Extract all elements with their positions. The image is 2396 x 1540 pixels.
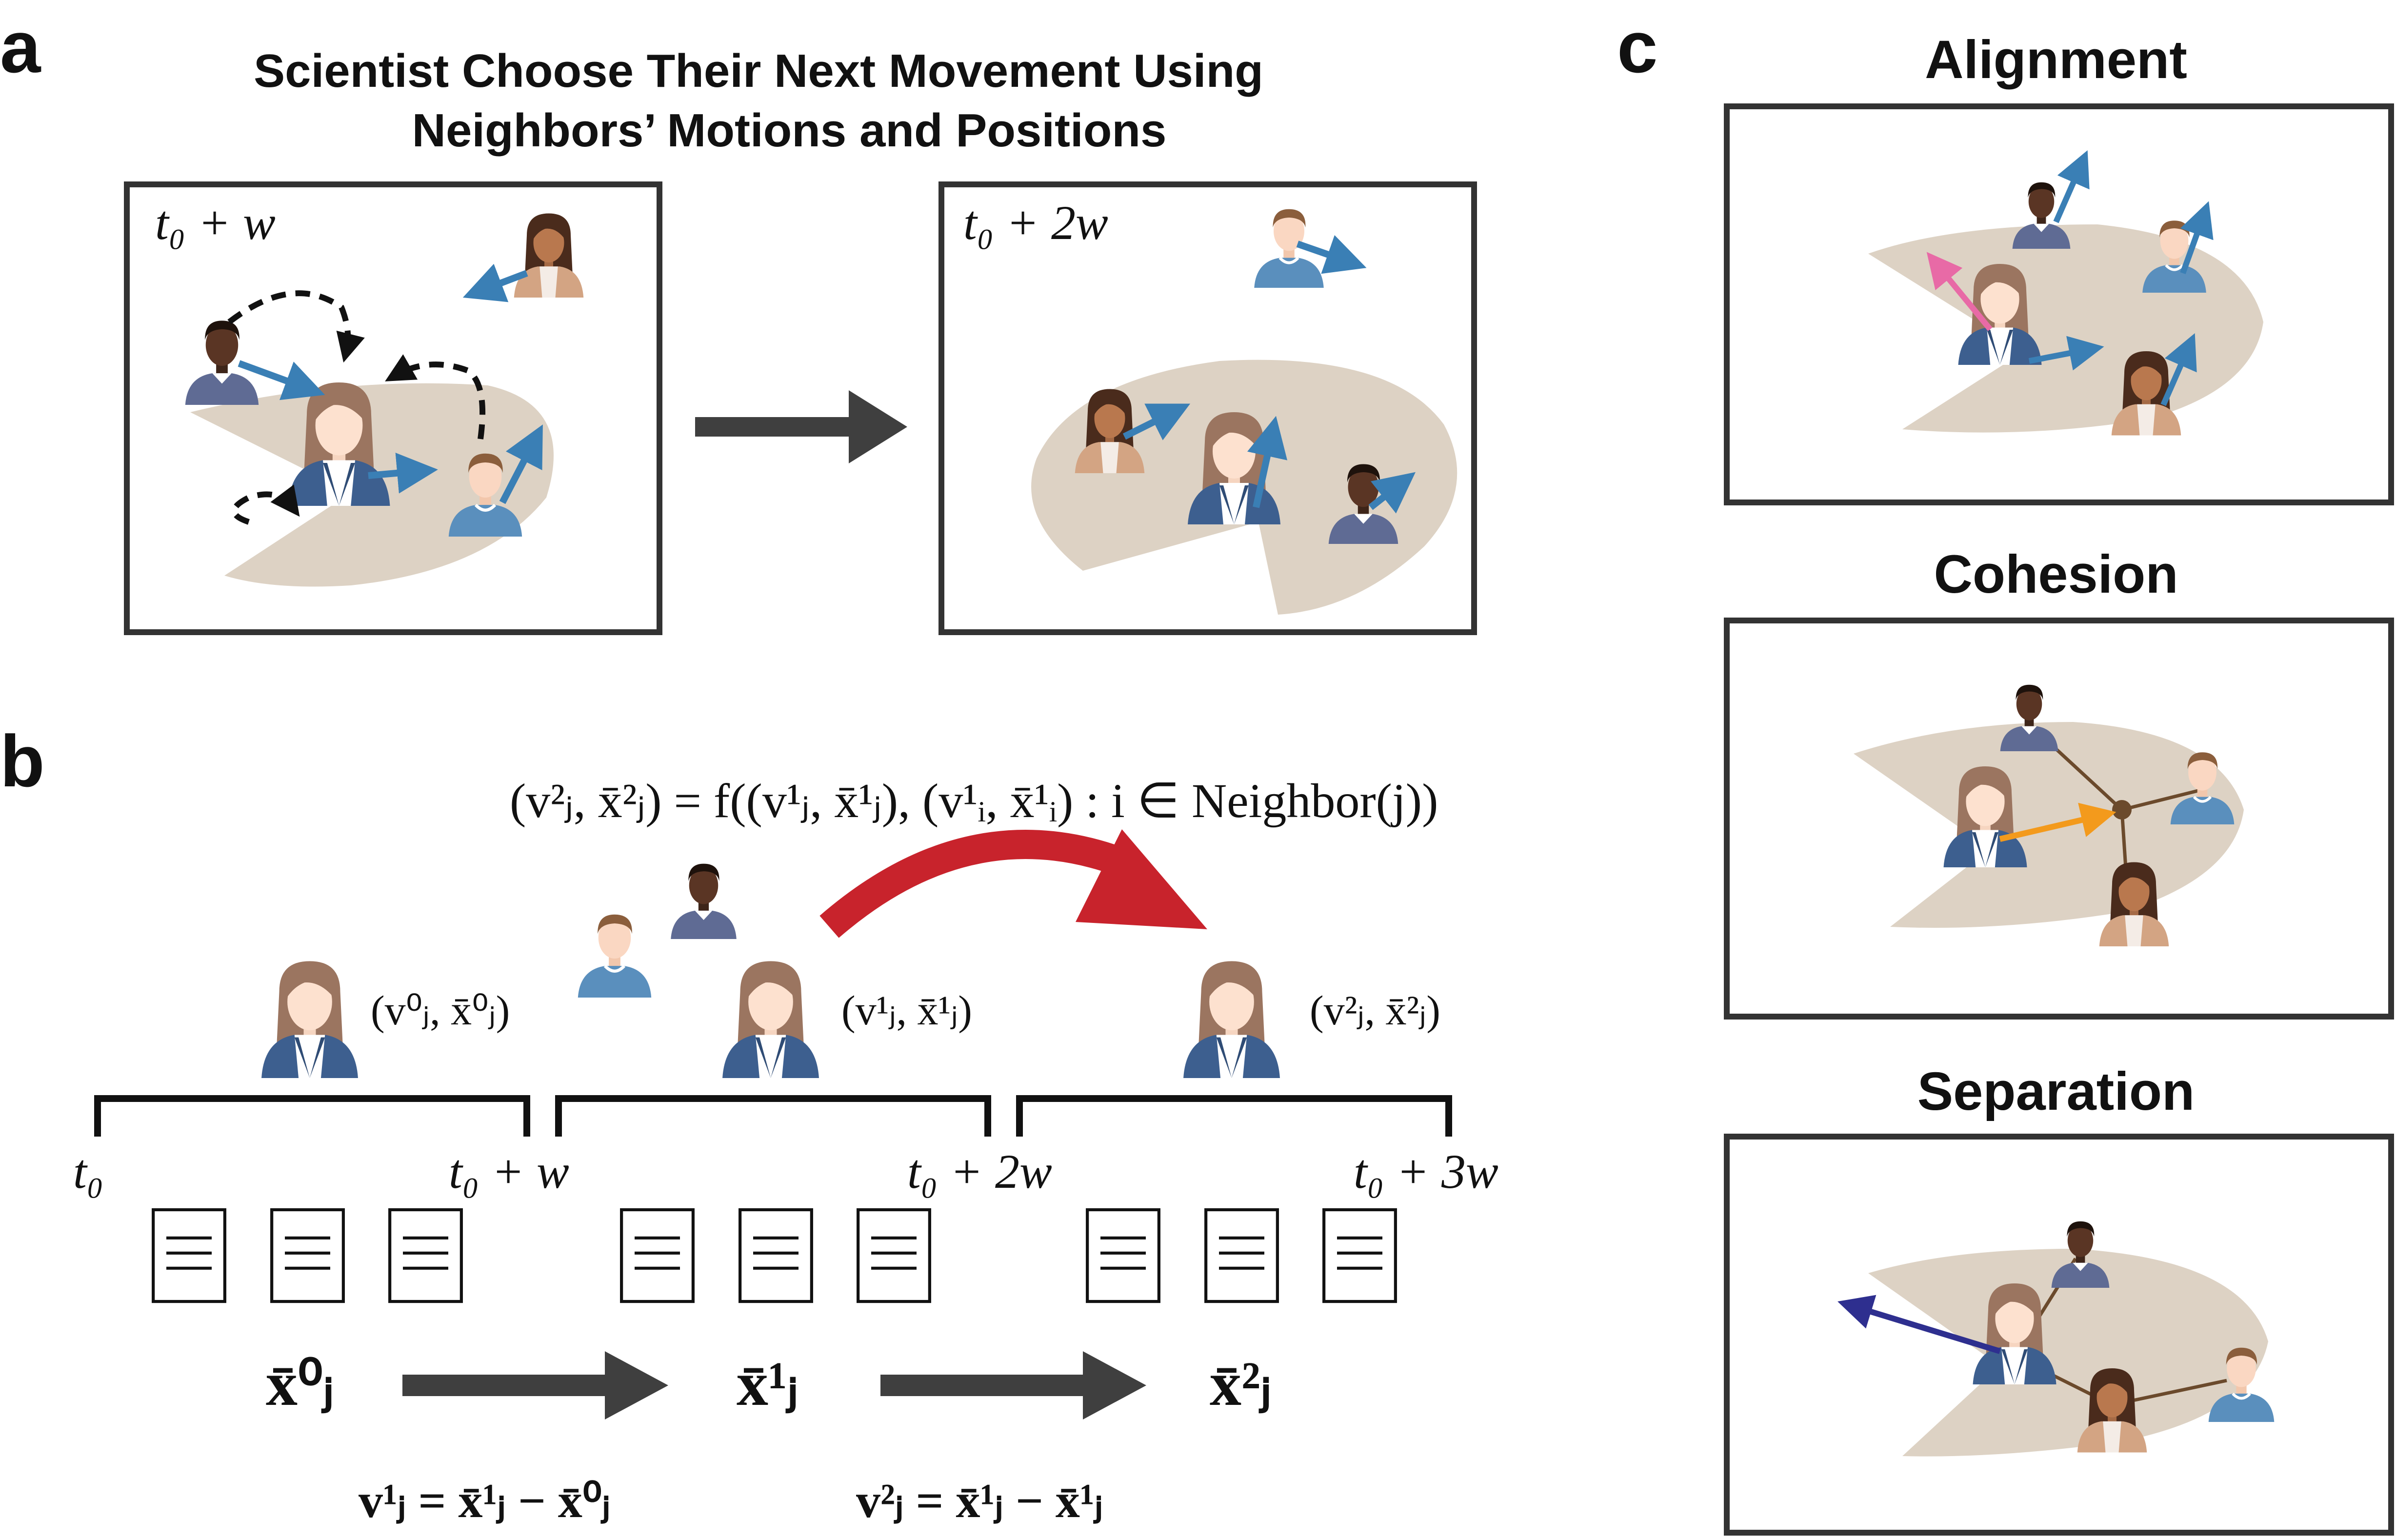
- alignment-direction-arrow: [1926, 252, 1993, 331]
- motion-arrow: [2028, 336, 2104, 371]
- document-icon: [272, 1210, 343, 1301]
- scientist-state-2-avatar: [1183, 961, 1280, 1078]
- box1-time-label: t₀ + w: [155, 196, 276, 250]
- window-bracket-1: [94, 1095, 530, 1137]
- box2-time-label: t₀ + 2w: [963, 196, 1108, 250]
- position-x1: x̄¹ⱼ: [737, 1349, 799, 1419]
- panel-a-title-line1: Scientist Choose Their Next Movement Usi…: [254, 45, 1263, 97]
- neighbor-man-light-avatar: [578, 915, 651, 998]
- panel-a-title-line2: Neighbors’ Motions and Positions: [412, 104, 1167, 157]
- scientist-state-0-avatar: [261, 961, 358, 1078]
- position-arrow-2: [880, 1351, 1146, 1420]
- velocity-1-equation: v¹ⱼ = x̄¹ⱼ − x̄⁰ⱼ: [359, 1474, 610, 1528]
- dashed-influence-arrow: [231, 484, 300, 525]
- document-icon: [1087, 1210, 1159, 1301]
- cohesion-box: [1724, 618, 2394, 1020]
- document-icon: [390, 1210, 461, 1301]
- red-update-arrowhead: [1076, 829, 1207, 929]
- time-t0-plus-2w: t₀ + 2w: [907, 1144, 1052, 1199]
- time-t0: t₀: [73, 1144, 104, 1199]
- document-icon: [858, 1210, 930, 1301]
- transition-arrow: [695, 390, 907, 463]
- document-icon: [740, 1210, 812, 1301]
- state-1-label: (v¹ⱼ, x̄¹ⱼ): [841, 987, 972, 1034]
- state-2-label: (v²ⱼ, x̄²ⱼ): [1310, 987, 1440, 1034]
- velocity-2-equation: v²ⱼ = x̄¹ⱼ − x̄¹ⱼ: [856, 1474, 1103, 1528]
- panel-c-label: c: [1617, 6, 1657, 88]
- dashed-influence-arrow: [227, 290, 365, 363]
- motion-arrow: [1296, 235, 1367, 274]
- document-icon: [1206, 1210, 1278, 1301]
- separation-direction-arrow: [1837, 1295, 2001, 1354]
- neighbor-man-dark-avatar: [671, 863, 737, 939]
- motion-arrow: [1368, 472, 1416, 514]
- motion-arrow: [368, 453, 438, 494]
- neighbor-centroid: [2112, 800, 2132, 820]
- motion-arrow: [1247, 416, 1288, 508]
- motion-arrow: [2160, 333, 2197, 406]
- separation-box: [1724, 1134, 2394, 1536]
- panel-a-box-1: t₀ + w: [124, 181, 662, 635]
- state-0-label: (v⁰ⱼ, x̄⁰ⱼ): [371, 987, 510, 1034]
- position-x2: x̄²ⱼ: [1210, 1349, 1272, 1419]
- motion-arrow: [238, 360, 325, 400]
- panel-a-label: a: [0, 6, 41, 88]
- dashed-influence-arrow: [385, 354, 486, 440]
- cohesion-title: Cohesion: [1934, 544, 2178, 604]
- motion-arrow: [2180, 201, 2214, 275]
- panel-b-label: b: [0, 720, 45, 802]
- document-icon: [1324, 1210, 1396, 1301]
- cohesion-direction-arrow: [1999, 802, 2116, 842]
- document-icon: [153, 1210, 225, 1301]
- separation-title: Separation: [1917, 1061, 2195, 1121]
- document-icon: [621, 1210, 693, 1301]
- neighbor-link: [2121, 788, 2200, 812]
- neighborhood-cone: [1868, 1249, 2268, 1457]
- alignment-title: Alignment: [1925, 30, 2187, 90]
- motion-arrow: [462, 263, 528, 302]
- window-bracket-3: [1016, 1095, 1452, 1137]
- update-equation: (v²ⱼ, x̄²ⱼ) = f((v¹ⱼ, x̄¹ⱼ), (v¹ᵢ, x̄¹ᵢ)…: [510, 774, 1438, 828]
- panel-a-box-2: t₀ + 2w: [938, 181, 1477, 635]
- motion-arrow: [1122, 403, 1191, 440]
- motion-arrow: [2053, 150, 2090, 223]
- scientist-state-1-avatar: [722, 961, 819, 1078]
- position-arrow-1: [402, 1351, 668, 1420]
- motion-arrow: [499, 424, 543, 504]
- position-x0: x̄⁰ⱼ: [266, 1349, 334, 1419]
- time-t0-plus-3w: t₀ + 3w: [1354, 1144, 1498, 1199]
- window-bracket-2: [555, 1095, 991, 1137]
- alignment-box: [1724, 103, 2394, 505]
- red-update-arrow: [819, 830, 1142, 938]
- time-t0-plus-w: t₀ + w: [449, 1144, 569, 1199]
